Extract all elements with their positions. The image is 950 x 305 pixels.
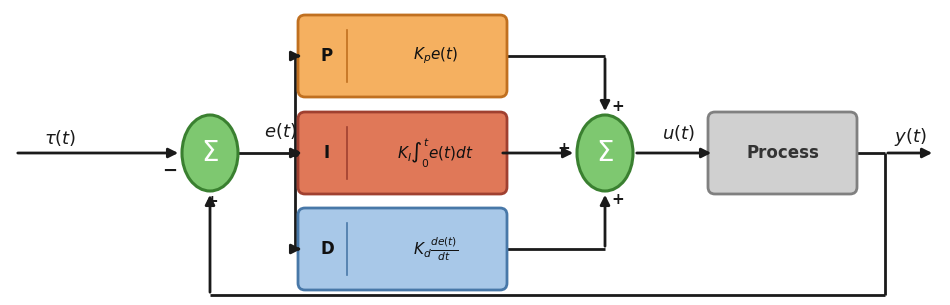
Text: $y(t)$: $y(t)$ bbox=[894, 126, 926, 148]
Text: Process: Process bbox=[746, 144, 819, 162]
FancyBboxPatch shape bbox=[298, 15, 507, 97]
Text: +: + bbox=[612, 192, 624, 206]
Text: $u(t)$: $u(t)$ bbox=[661, 123, 694, 143]
Text: $\Sigma$: $\Sigma$ bbox=[597, 139, 614, 167]
Ellipse shape bbox=[182, 115, 238, 191]
FancyBboxPatch shape bbox=[298, 112, 507, 194]
Text: $K_d\frac{de(t)}{dt}$: $K_d\frac{de(t)}{dt}$ bbox=[413, 235, 458, 263]
Text: +: + bbox=[558, 142, 570, 156]
Text: +: + bbox=[205, 193, 218, 209]
Text: D: D bbox=[320, 240, 333, 258]
Text: −: − bbox=[162, 162, 178, 180]
Text: $\Sigma$: $\Sigma$ bbox=[201, 139, 219, 167]
FancyBboxPatch shape bbox=[708, 112, 857, 194]
Text: P: P bbox=[321, 47, 333, 65]
FancyBboxPatch shape bbox=[298, 208, 507, 290]
Text: I: I bbox=[324, 144, 330, 162]
Text: $e(t)$: $e(t)$ bbox=[264, 121, 296, 141]
Text: $K_p e(t)$: $K_p e(t)$ bbox=[413, 46, 458, 66]
Text: $K_I\int_0^t e(t)dt$: $K_I\int_0^t e(t)dt$ bbox=[397, 136, 474, 170]
Text: +: + bbox=[612, 99, 624, 114]
Text: $\tau(t)$: $\tau(t)$ bbox=[44, 128, 76, 148]
Ellipse shape bbox=[577, 115, 633, 191]
